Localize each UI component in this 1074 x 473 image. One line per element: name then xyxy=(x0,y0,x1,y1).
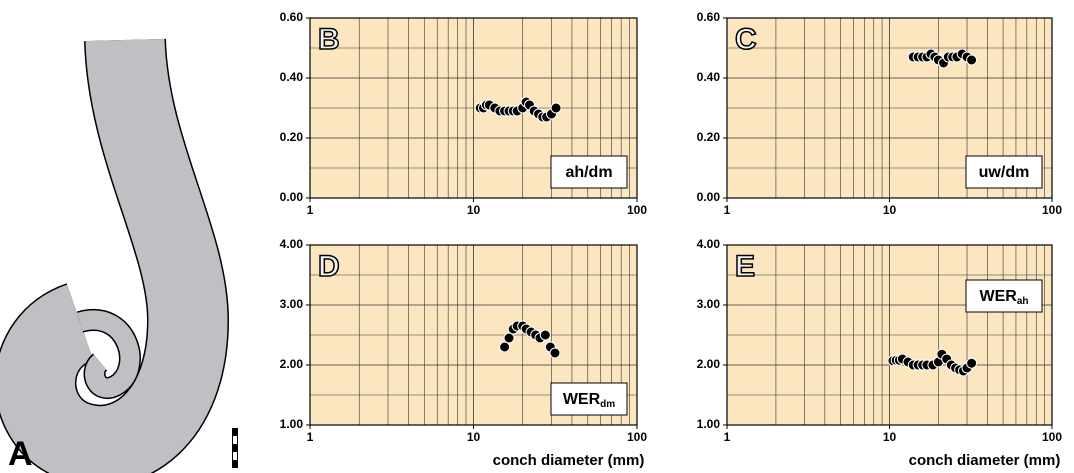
y-tick-label: 2.00 xyxy=(280,357,304,371)
x-tick-label: 1 xyxy=(724,203,731,217)
y-tick-label: 2.00 xyxy=(697,357,721,371)
data-point xyxy=(499,341,511,353)
annotation-text: ah/dm xyxy=(565,164,612,181)
y-tick-label: 0.00 xyxy=(280,190,304,204)
annotation-box xyxy=(965,279,1043,313)
annotation-subscript: dm xyxy=(600,399,615,410)
y-tick-label: 4.00 xyxy=(697,237,721,251)
data-point xyxy=(503,332,515,344)
annotation: uw/dm xyxy=(979,164,1030,181)
y-tick-label: 0.20 xyxy=(280,130,304,144)
x-tick-label: 1 xyxy=(307,203,314,217)
panel-label: D xyxy=(318,250,340,283)
annotation-box xyxy=(550,155,628,189)
y-tick-label: 0.40 xyxy=(697,70,721,84)
annotation-text: WER xyxy=(563,391,601,408)
y-tick-label: 0.00 xyxy=(697,190,721,204)
annotation: WERah xyxy=(980,288,1029,306)
annotation: ah/dm xyxy=(565,164,612,181)
x-tick-label: 100 xyxy=(627,430,647,444)
x-axis-label: conch diameter (mm) xyxy=(493,452,645,469)
plot-frame xyxy=(309,17,638,199)
panel-label: A xyxy=(8,435,33,473)
data-point xyxy=(966,54,978,66)
shell-drawing xyxy=(0,38,238,473)
x-tick-label: 1 xyxy=(307,430,314,444)
y-tick-label: 3.00 xyxy=(280,297,304,311)
x-tick-label: 10 xyxy=(883,203,897,217)
plot-frame xyxy=(309,244,638,426)
data-point xyxy=(550,102,562,114)
y-tick-label: 1.00 xyxy=(280,417,304,431)
plot-frame xyxy=(726,17,1053,199)
y-tick-label: 3.00 xyxy=(697,297,721,311)
data-point xyxy=(966,357,978,369)
annotation-box xyxy=(965,155,1043,189)
plot-frame xyxy=(726,244,1053,426)
annotation-text: WER xyxy=(980,288,1018,305)
x-axis-label: conch diameter (mm) xyxy=(909,452,1061,469)
x-tick-label: 100 xyxy=(627,203,647,217)
x-tick-label: 1 xyxy=(724,430,731,444)
annotation-box xyxy=(550,382,628,416)
x-tick-label: 100 xyxy=(1042,203,1062,217)
panel-label: C xyxy=(735,23,757,56)
y-tick-label: 1.00 xyxy=(697,417,721,431)
panel-label: E xyxy=(735,250,755,283)
y-tick-label: 4.00 xyxy=(280,237,304,251)
y-tick-label: 0.60 xyxy=(697,10,721,24)
x-tick-label: 100 xyxy=(1042,430,1062,444)
annotation-text: uw/dm xyxy=(979,164,1030,181)
x-tick-label: 10 xyxy=(467,203,481,217)
data-point xyxy=(539,329,551,341)
y-tick-label: 0.20 xyxy=(697,130,721,144)
x-tick-label: 10 xyxy=(467,430,481,444)
annotation-subscript: ah xyxy=(1017,296,1029,307)
panel-label: B xyxy=(318,23,340,56)
annotation: WERdm xyxy=(563,391,615,409)
y-tick-label: 0.40 xyxy=(280,70,304,84)
y-tick-label: 0.60 xyxy=(280,10,304,24)
data-point xyxy=(549,347,561,359)
x-tick-label: 10 xyxy=(883,430,897,444)
